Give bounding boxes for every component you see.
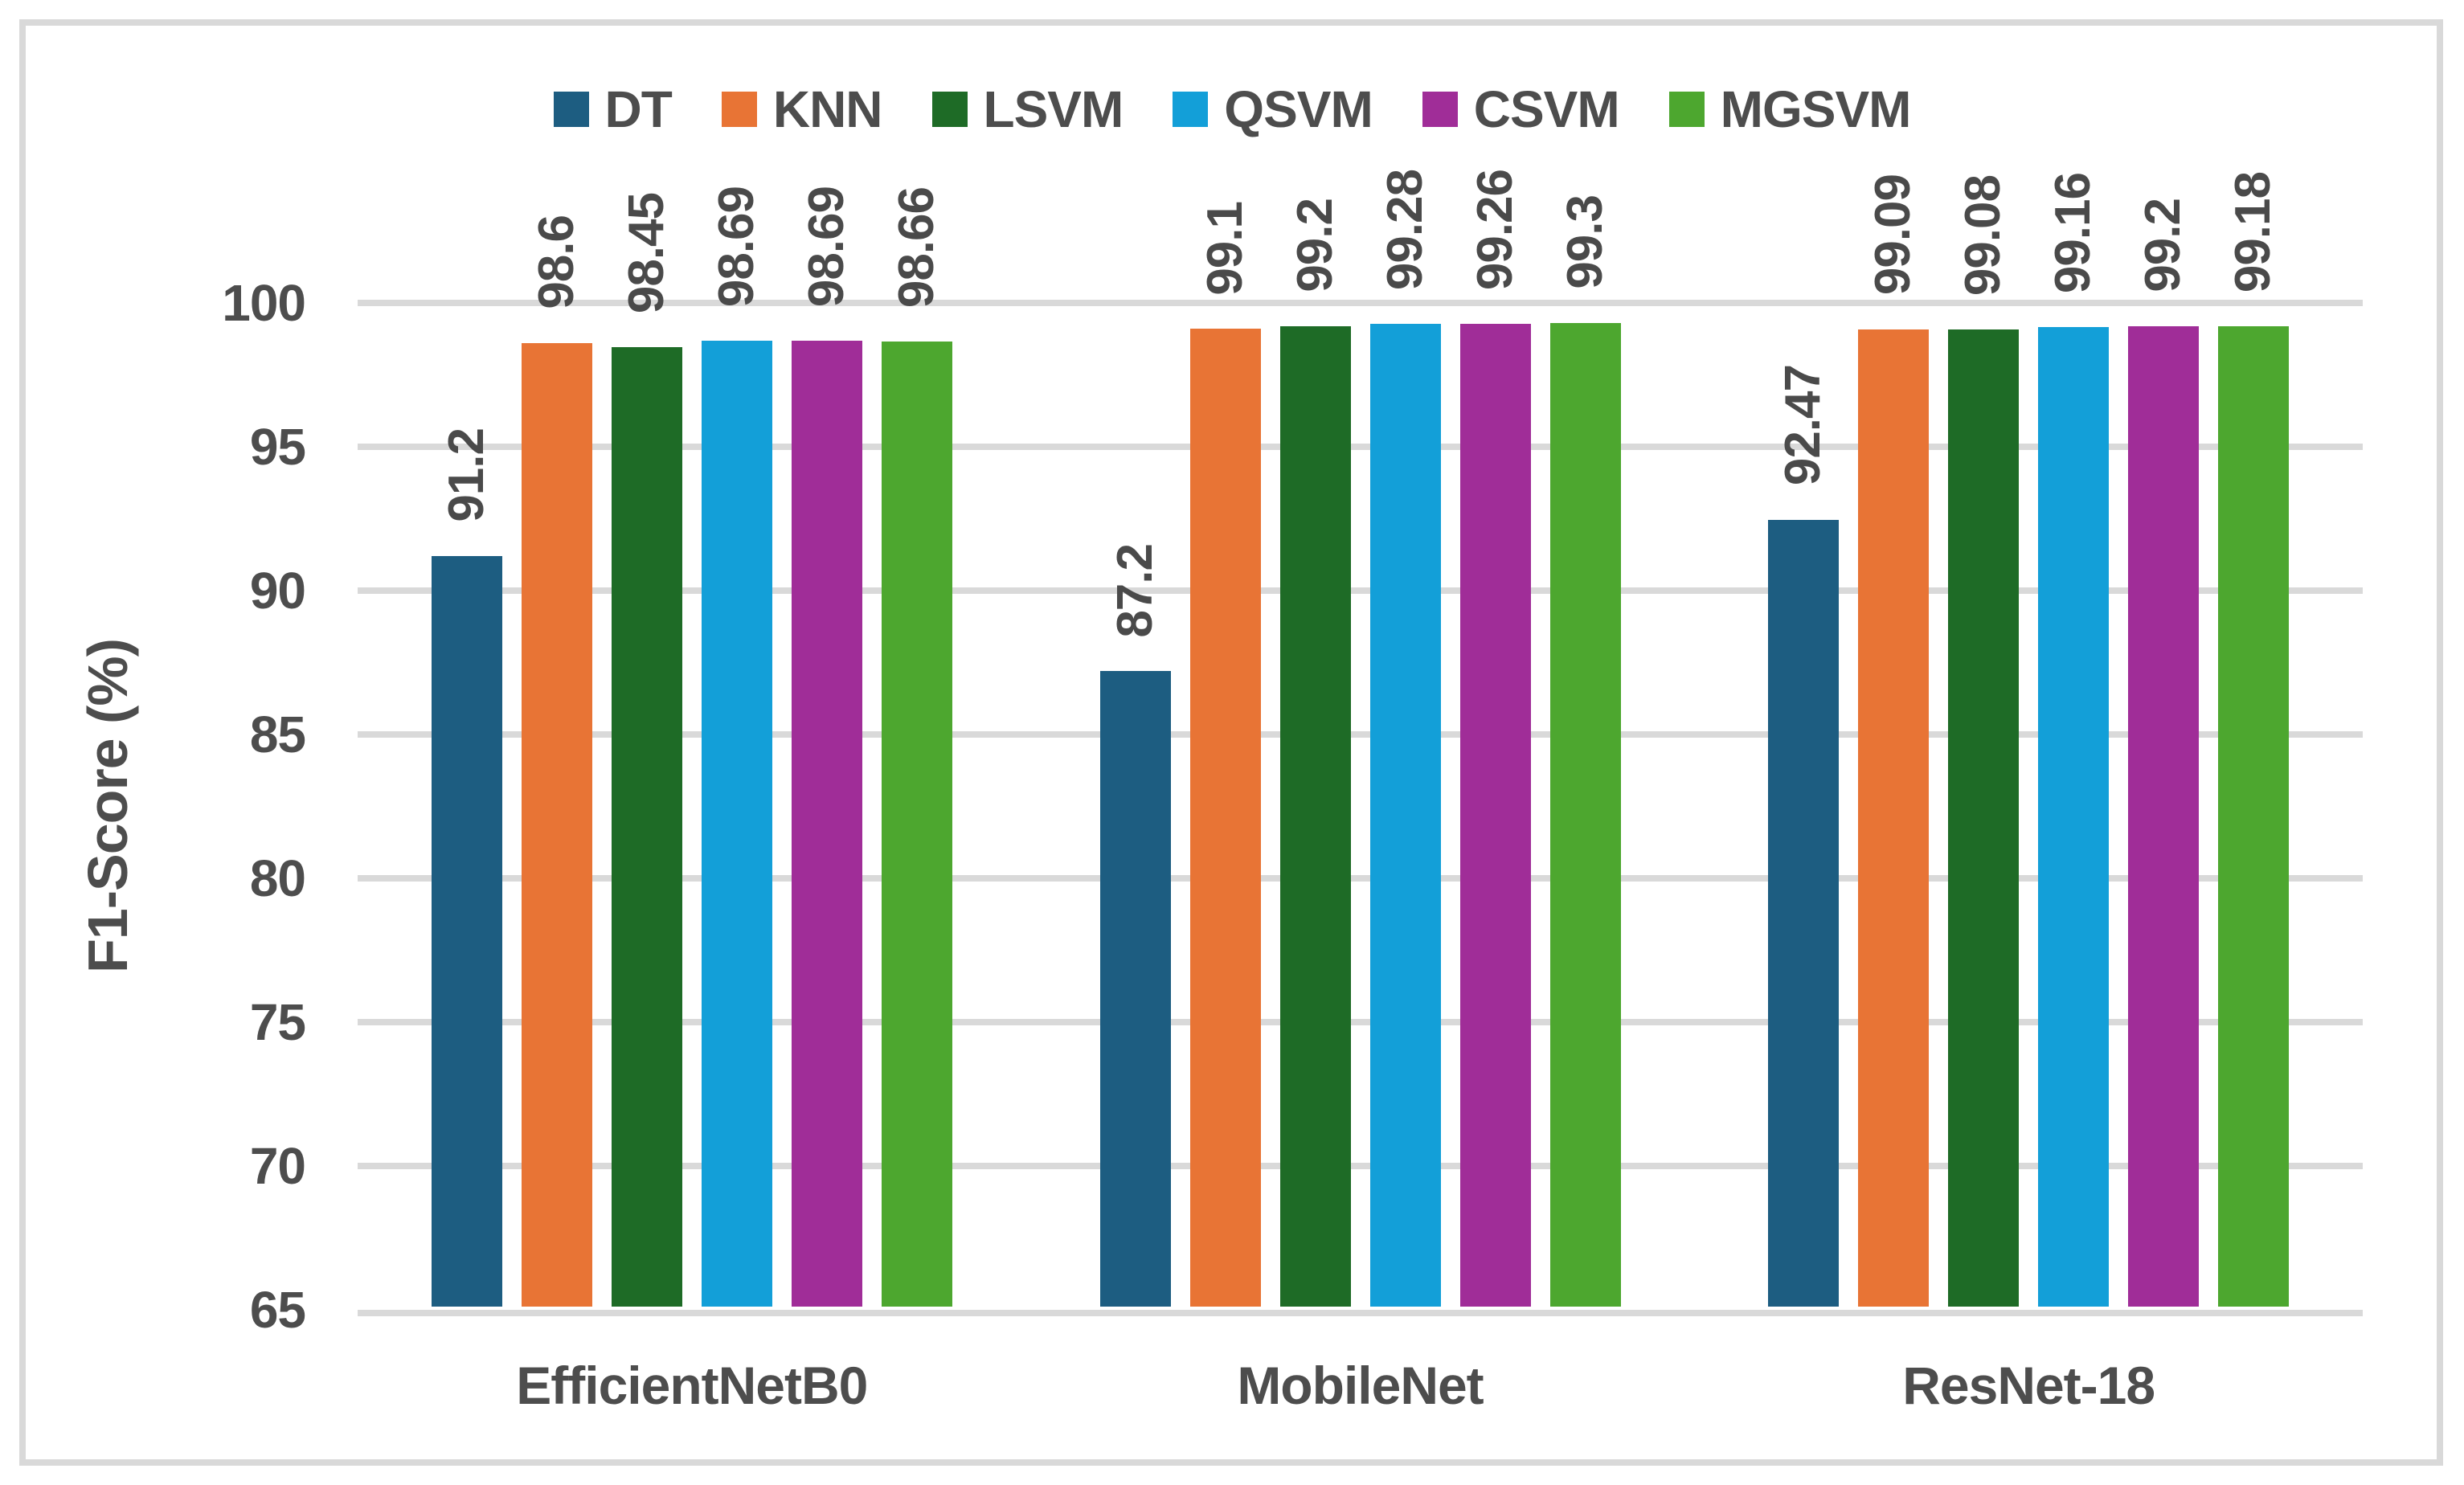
bar-QSVM-ResNet-18 [2038,327,2110,1307]
bar-value-LSVM-EfficientNetB0: 98.45 [618,193,674,314]
legend-item-LSVM: LSVM [931,80,1124,138]
gridline-70 [358,1163,2363,1169]
gridline-100 [358,300,2363,306]
bar-LSVM-EfficientNetB0 [611,347,682,1307]
bar-value-DT-MobileNet: 87.2 [1107,543,1163,638]
bar-CSVM-MobileNet [1459,324,1531,1307]
legend-swatch-LSVM [931,92,968,127]
bar-value-LSVM-ResNet-18: 99.08 [1955,174,2012,296]
bar-value-KNN-MobileNet: 99.1 [1197,201,1253,296]
bar-value-CSVM-EfficientNetB0: 98.69 [798,186,854,307]
bar-value-MGSVM-EfficientNetB0: 98.66 [888,186,944,308]
bar-KNN-ResNet-18 [1858,329,1930,1307]
legend-swatch-CSVM [1422,92,1458,127]
legend-swatch-QSVM [1173,92,1209,127]
gridline-75 [358,1019,2363,1025]
bar-value-QSVM-ResNet-18: 99.16 [2045,172,2102,294]
y-tick-label-100: 100 [222,274,306,332]
legend-item-CSVM: CSVM [1422,80,1620,138]
bar-value-QSVM-MobileNet: 99.28 [1377,169,1433,290]
y-tick-label-65: 65 [249,1281,306,1339]
legend-item-MGSVM: MGSVM [1668,80,1912,138]
legend-item-QSVM: QSVM [1173,80,1373,138]
legend-label-KNN: KNN [772,80,883,138]
bar-value-LSVM-MobileNet: 99.2 [1287,198,1343,292]
y-tick-label-85: 85 [249,706,306,763]
y-tick-label-70: 70 [249,1137,306,1195]
bar-QSVM-MobileNet [1369,323,1441,1307]
legend-swatch-MGSVM [1668,92,1705,127]
gridline-65 [358,1310,2363,1316]
bar-MGSVM-EfficientNetB0 [881,341,952,1307]
bar-value-DT-EfficientNetB0: 91.2 [438,428,494,523]
legend-swatch-KNN [721,92,757,127]
bar-KNN-MobileNet [1189,329,1261,1307]
bar-value-KNN-ResNet-18: 99.09 [1865,174,1922,296]
legend-label-CSVM: CSVM [1473,80,1620,138]
gridline-95 [358,444,2363,450]
legend-label-DT: DT [604,80,673,138]
legend-item-KNN: KNN [721,80,883,138]
legend-label-LSVM: LSVM [983,80,1124,138]
bar-value-CSVM-MobileNet: 99.26 [1467,170,1523,291]
gridline-80 [358,875,2363,882]
bar-LSVM-ResNet-18 [1948,329,2020,1307]
y-tick-label-95: 95 [249,418,306,476]
bar-DT-EfficientNetB0 [431,556,502,1307]
chart-legend: DT KNN LSVM QSVM CSVM MGSVM [0,84,2464,135]
y-tick-label-75: 75 [249,993,306,1051]
bar-value-QSVM-EfficientNetB0: 98.69 [708,186,764,307]
bar-CSVM-ResNet-18 [2128,325,2200,1307]
bar-MGSVM-ResNet-18 [2218,326,2290,1307]
x-axis-category-ResNet-18: ResNet-18 [1902,1356,2155,1415]
bar-DT-MobileNet [1099,671,1171,1307]
gridline-90 [358,587,2363,594]
y-tick-label-80: 80 [249,849,306,907]
bar-QSVM-EfficientNetB0 [701,340,772,1307]
x-axis-category-EfficientNetB0: EfficientNetB0 [516,1356,868,1415]
bar-value-MGSVM-ResNet-18: 99.18 [2225,172,2282,293]
legend-label-QSVM: QSVM [1224,80,1373,138]
legend-label-MGSVM: MGSVM [1720,80,1912,138]
bar-value-DT-ResNet-18: 92.47 [1775,365,1832,486]
bar-value-KNN-EfficientNetB0: 98.6 [528,215,584,310]
y-tick-label-90: 90 [249,562,306,620]
bar-LSVM-MobileNet [1279,325,1351,1307]
bar-DT-ResNet-18 [1768,519,1840,1307]
bar-CSVM-EfficientNetB0 [791,340,862,1307]
y-axis-title: F1-Score (%) [76,639,139,973]
gridline-85 [358,731,2363,738]
legend-swatch-DT [553,92,589,127]
legend-item-DT: DT [553,80,673,138]
bar-MGSVM-MobileNet [1549,323,1621,1307]
bar-KNN-EfficientNetB0 [521,343,592,1307]
bar-value-CSVM-ResNet-18: 99.2 [2135,198,2192,292]
bar-value-MGSVM-MobileNet: 99.3 [1557,195,1613,290]
x-axis-category-MobileNet: MobileNet [1237,1356,1484,1415]
